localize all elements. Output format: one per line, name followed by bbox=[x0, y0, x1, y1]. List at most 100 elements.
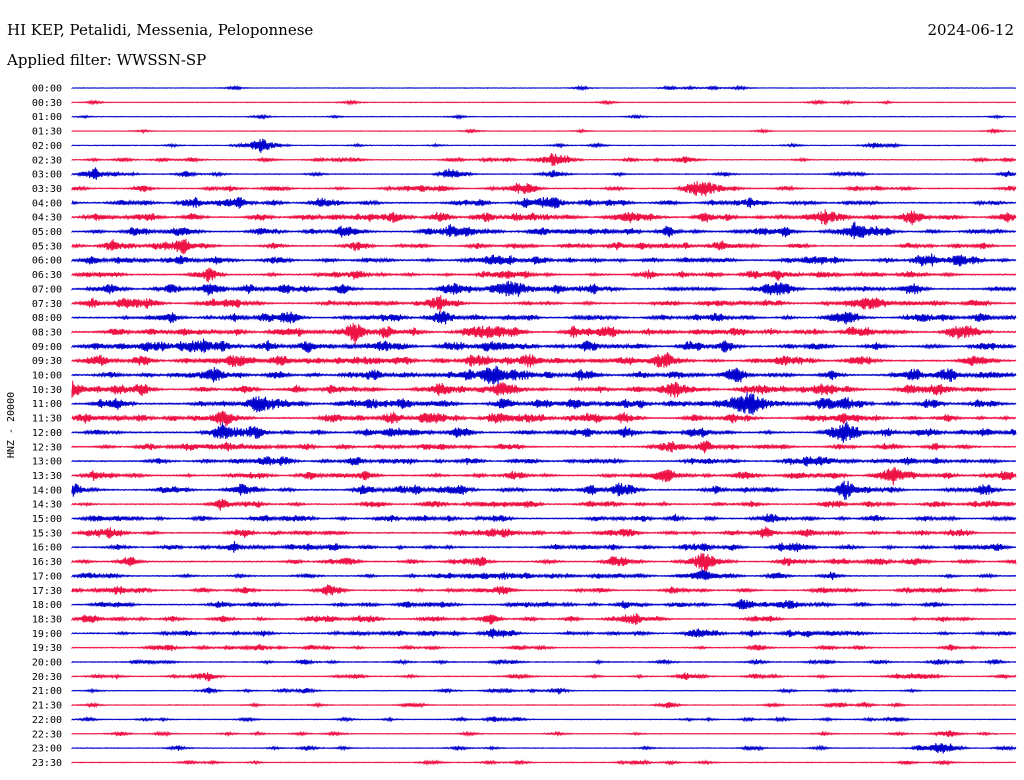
filter-label: Applied filter: WWSSN-SP bbox=[7, 51, 207, 69]
seismic-trace bbox=[71, 598, 1017, 610]
seismic-trace bbox=[71, 584, 1017, 596]
row-time-label: 04:00 bbox=[32, 198, 62, 209]
row-time-label: 05:00 bbox=[32, 227, 62, 238]
seismic-trace bbox=[71, 613, 1017, 625]
row-time-label: 10:30 bbox=[32, 385, 62, 396]
seismic-trace bbox=[71, 498, 1017, 511]
seismic-trace bbox=[71, 658, 1017, 666]
seismic-trace bbox=[71, 644, 1017, 652]
seismic-trace bbox=[71, 440, 1017, 454]
row-time-label: 11:30 bbox=[32, 414, 62, 425]
seismic-trace bbox=[71, 253, 1017, 267]
seismic-trace bbox=[71, 526, 1017, 539]
seismic-trace bbox=[71, 167, 1017, 180]
seismic-trace bbox=[71, 466, 1017, 486]
row-time-label: 01:00 bbox=[32, 112, 62, 123]
station-title: HI KEP, Petalidi, Messenia, Peloponnese bbox=[7, 21, 314, 39]
row-time-label: 17:30 bbox=[32, 586, 62, 597]
row-time-label: 14:30 bbox=[32, 500, 62, 511]
row-time-label: 15:00 bbox=[32, 514, 62, 525]
seismic-trace bbox=[71, 153, 1017, 167]
seismic-trace bbox=[71, 338, 1017, 354]
row-time-label: 04:30 bbox=[32, 213, 62, 224]
row-time-label: 06:00 bbox=[32, 256, 62, 267]
row-time-label: 22:30 bbox=[32, 729, 62, 740]
seismic-trace bbox=[71, 392, 1017, 415]
row-time-label: 06:30 bbox=[32, 270, 62, 281]
row-time-label: 23:30 bbox=[32, 758, 62, 769]
row-time-label: 09:00 bbox=[32, 342, 62, 353]
seismic-trace bbox=[71, 701, 1017, 709]
row-time-label: 23:00 bbox=[32, 744, 62, 755]
seismic-trace bbox=[71, 84, 1017, 92]
seismic-trace bbox=[71, 480, 1017, 500]
row-time-label: 08:00 bbox=[32, 313, 62, 324]
row-time-label: 00:00 bbox=[32, 84, 62, 95]
row-time-label: 17:00 bbox=[32, 571, 62, 582]
row-time-label: 16:30 bbox=[32, 557, 62, 568]
seismic-trace bbox=[71, 513, 1017, 523]
seismic-trace bbox=[71, 113, 1017, 120]
seismic-trace bbox=[71, 280, 1017, 297]
seismic-trace bbox=[71, 311, 1017, 325]
seismic-trace bbox=[71, 758, 1017, 767]
y-axis-label: HNZ - 20000 bbox=[6, 392, 17, 458]
row-time-label: 12:00 bbox=[32, 428, 62, 439]
seismic-trace bbox=[71, 743, 1017, 754]
seismic-trace bbox=[71, 410, 1017, 426]
seismic-trace bbox=[71, 715, 1017, 723]
seismic-trace bbox=[71, 352, 1017, 368]
seismic-trace bbox=[71, 380, 1017, 398]
row-time-label: 05:30 bbox=[32, 241, 62, 252]
row-time-label: 19:30 bbox=[32, 643, 62, 654]
seismic-trace bbox=[71, 687, 1017, 695]
row-time-label: 13:00 bbox=[32, 457, 62, 468]
row-time-label: 00:30 bbox=[32, 98, 62, 109]
seismic-trace bbox=[71, 181, 1017, 197]
row-time-label: 12:30 bbox=[32, 442, 62, 453]
seismic-trace bbox=[71, 138, 1017, 153]
date-label: 2024-06-12 bbox=[927, 21, 1014, 39]
row-time-label: 08:30 bbox=[32, 327, 62, 338]
row-time-label: 20:30 bbox=[32, 672, 62, 683]
seismic-trace bbox=[71, 221, 1017, 240]
seismic-trace bbox=[71, 196, 1017, 209]
row-time-label: 07:00 bbox=[32, 284, 62, 295]
seismic-trace bbox=[71, 421, 1017, 443]
row-time-label: 18:30 bbox=[32, 614, 62, 625]
row-time-label: 13:30 bbox=[32, 471, 62, 482]
seismic-trace bbox=[71, 628, 1017, 639]
row-time-label: 20:00 bbox=[32, 658, 62, 669]
row-time-label: 15:30 bbox=[32, 528, 62, 539]
trace-rows: 00:00 00:30 01:00 01:30 02:00 02:30 03:00 03:30… bbox=[32, 84, 1017, 769]
row-time-label: 07:30 bbox=[32, 299, 62, 310]
row-time-label: 10:00 bbox=[32, 371, 62, 382]
row-time-label: 11:00 bbox=[32, 399, 62, 410]
row-time-label: 02:30 bbox=[32, 155, 62, 166]
seismic-trace bbox=[71, 127, 1017, 135]
row-time-label: 01:30 bbox=[32, 127, 62, 138]
row-time-label: 09:30 bbox=[32, 356, 62, 367]
row-time-label: 16:00 bbox=[32, 543, 62, 554]
row-time-label: 18:00 bbox=[32, 600, 62, 611]
seismic-trace bbox=[71, 541, 1017, 553]
seismic-trace bbox=[71, 238, 1017, 255]
seismic-trace bbox=[71, 295, 1017, 313]
seismic-trace bbox=[71, 456, 1017, 467]
seismic-trace bbox=[71, 99, 1017, 106]
row-time-label: 03:30 bbox=[32, 184, 62, 195]
row-time-label: 21:30 bbox=[32, 701, 62, 712]
row-time-label: 02:00 bbox=[32, 141, 62, 152]
seismic-trace bbox=[71, 730, 1017, 738]
row-time-label: 19:00 bbox=[32, 629, 62, 640]
seismic-trace bbox=[71, 569, 1017, 581]
row-time-label: 14:00 bbox=[32, 485, 62, 496]
seismic-trace bbox=[71, 209, 1017, 226]
row-time-label: 22:00 bbox=[32, 715, 62, 726]
seismic-trace bbox=[71, 672, 1017, 682]
row-time-label: 21:00 bbox=[32, 686, 62, 697]
row-time-label: 03:00 bbox=[32, 170, 62, 181]
seismic-trace bbox=[71, 267, 1017, 283]
